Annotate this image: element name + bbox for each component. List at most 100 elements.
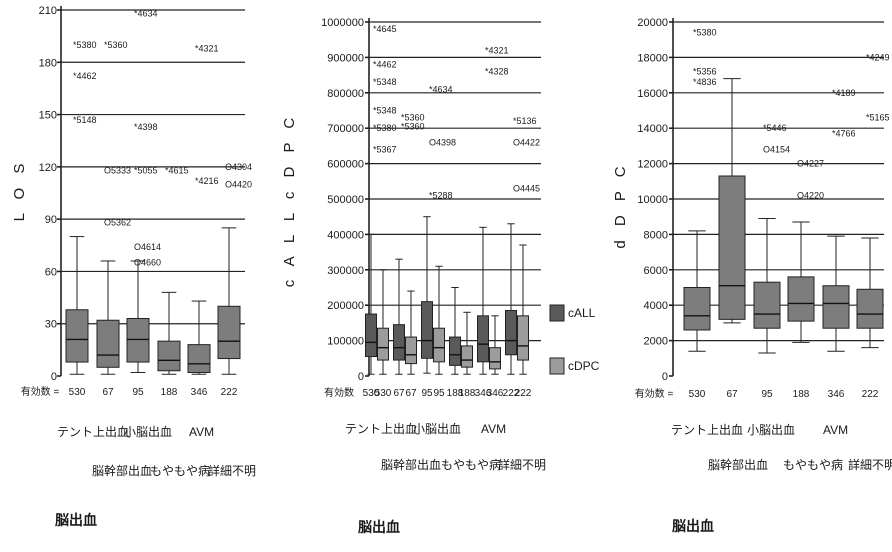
category-label: 小脳出血: [413, 422, 461, 436]
outlier-label: O4220: [797, 190, 824, 200]
box-iqr: [753, 281, 781, 329]
box-cDPC: [433, 265, 445, 375]
box-cDPC: [461, 311, 473, 375]
y-tick-label: 2000: [644, 336, 668, 348]
box-iqr: [517, 315, 529, 361]
box: [65, 236, 89, 375]
outlier-label: *4634: [134, 8, 158, 18]
category-label: 脳幹部出血: [381, 457, 441, 472]
box-iqr: [377, 327, 389, 361]
box-iqr: [718, 175, 746, 320]
y-tick-label: 800000: [327, 88, 364, 100]
n-value: 95: [132, 387, 144, 398]
y-tick-label: 8000: [644, 229, 668, 241]
outlier-label: *4328: [485, 67, 509, 77]
outlier-label: *5446: [763, 123, 787, 133]
box-iqr: [856, 288, 884, 329]
box: [822, 235, 850, 352]
box: [126, 260, 150, 374]
legend-label: cALL: [568, 306, 596, 320]
box-iqr: [461, 345, 473, 368]
outlier-label: *5055: [134, 165, 158, 175]
outlier-label: *4462: [73, 71, 97, 81]
box-cDPC: [377, 269, 389, 375]
n-value: 188: [447, 388, 464, 399]
outlier-label: *4189: [832, 88, 856, 98]
box: [718, 78, 746, 324]
category-label: 小脳出血: [747, 423, 795, 437]
category-label: 小脳出血: [124, 425, 172, 439]
outlier-label: *4615: [165, 165, 189, 175]
n-value: 67: [405, 388, 417, 399]
y-tick-label: 16000: [637, 88, 668, 100]
y-tick-label: 900000: [327, 52, 364, 64]
outlier-label: O4304: [225, 162, 252, 172]
n-value: 188: [161, 387, 178, 398]
chart-footer: 脳出血: [672, 518, 714, 534]
n-label: 有効数: [324, 386, 354, 399]
outlier-label: O4660: [134, 258, 161, 268]
outlier-label: O4422: [513, 137, 540, 147]
n-label: 有効数 =: [635, 387, 674, 400]
box-iqr: [489, 347, 501, 370]
outlier-label: O4154: [763, 144, 790, 154]
y-axis-title: c A L L c D P C: [281, 113, 298, 288]
y-tick-label: 300000: [327, 265, 364, 277]
chart-1: 0 30 60 90 120 150 180 210 L O S *5380 *4462 *5148 *…: [11, 5, 256, 528]
box: [683, 230, 711, 352]
box: [856, 237, 884, 349]
category-label: もやもや病: [150, 463, 210, 478]
n-value: 346: [487, 388, 504, 399]
outlier-label: *4249: [866, 52, 890, 62]
y-axis-title: d D P C: [612, 161, 629, 248]
box-cALL: [421, 216, 433, 374]
n-value: 346: [475, 388, 492, 399]
category-label: 脳幹部出血: [92, 463, 152, 478]
y-tick-label: 0: [358, 371, 364, 383]
box-iqr: [96, 319, 120, 368]
chart-footer: 脳出血: [358, 519, 400, 535]
y-tick-label: 20000: [637, 17, 668, 29]
y-tick-label: 180: [39, 57, 57, 69]
box-iqr: [505, 310, 517, 356]
y-tick-label: 500000: [327, 194, 364, 206]
y-tick-label: 0: [662, 371, 668, 383]
n-value: 67: [393, 388, 405, 399]
chart-footer: 脳出血: [55, 512, 97, 528]
outlier-label: *5165: [866, 113, 890, 123]
n-value: 222: [862, 389, 879, 400]
box-cALL: [505, 223, 517, 375]
y-tick-label: 210: [39, 5, 57, 17]
category-label: もやもや病: [441, 457, 501, 472]
outlier-label: O5362: [104, 218, 131, 228]
y-tick-label: 30: [45, 319, 57, 331]
box-iqr: [217, 305, 241, 360]
y-tick-label: 6000: [644, 265, 668, 277]
outlier-label: *5348: [373, 77, 397, 87]
y-tick-label: 600000: [327, 159, 364, 171]
n-value: 530: [375, 388, 392, 399]
n-value: 530: [689, 389, 706, 400]
category-label: 脳幹部出血: [708, 457, 768, 472]
y-tick-label: 1000000: [321, 17, 364, 29]
n-value: 95: [421, 388, 433, 399]
category-label: 詳細不明: [848, 457, 892, 472]
outlier-label: *4321: [195, 43, 219, 53]
box-iqr: [449, 336, 461, 366]
legend-swatch: [549, 304, 565, 322]
n-value: 222: [503, 388, 520, 399]
n-value: 67: [102, 387, 114, 398]
outlier-label: O4420: [225, 179, 252, 189]
outlier-label: *5380: [73, 40, 97, 50]
box-cDPC: [517, 244, 529, 375]
y-tick-label: 700000: [327, 123, 364, 135]
outlier-label: *4321: [485, 45, 509, 55]
outlier-label: *5348: [373, 106, 397, 116]
y-tick-label: 100000: [327, 336, 364, 348]
outlier-label: *4462: [373, 59, 397, 69]
box: [753, 217, 781, 354]
y-tick-label: 0: [51, 371, 57, 383]
n-value: 95: [761, 389, 773, 400]
y-tick-label: 90: [45, 214, 57, 226]
